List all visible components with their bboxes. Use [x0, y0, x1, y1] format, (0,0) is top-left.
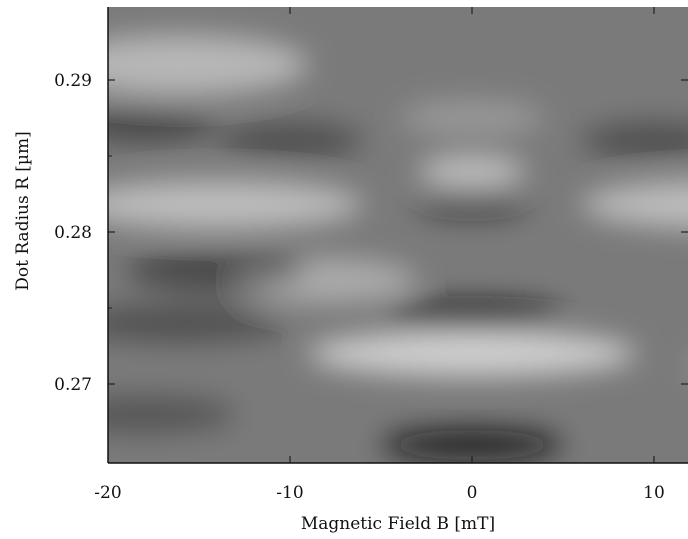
heatmap-dark-region-13: [108, 102, 218, 143]
heatmap-dark-region-15: [581, 122, 688, 160]
heatmap-cells: [108, 34, 688, 460]
y-tick-label-0.29: 0.29: [54, 71, 92, 91]
heatmap-dark-region-25: [108, 304, 290, 342]
heatmap-dark-region-26: [381, 429, 563, 460]
heatmap-dark-region-19: [417, 192, 527, 217]
heatmap-dark-region-28: [108, 396, 236, 433]
heatmap-plot-area: [108, 7, 688, 463]
heatmap-bright-region-4: [417, 156, 527, 187]
heatmap-bright-region-10: [308, 330, 636, 377]
heatmap-bright-region-5: [108, 180, 363, 229]
x-axis-ticks: -20-10010203040: [94, 7, 665, 503]
x-axis-label: Magnetic Field B [mT]: [301, 514, 495, 534]
y-axis-label: Dot Radius R [µm]: [13, 131, 33, 290]
heatmap-dark-region-23: [381, 301, 563, 330]
heatmap-dark-region-14: [217, 122, 363, 160]
x-tick-label--20: -20: [94, 483, 121, 503]
x-tick-label-10: 10: [643, 483, 665, 503]
x-tick-label--10: -10: [276, 483, 303, 503]
heatmap-bright-region-6: [581, 181, 688, 229]
heatmap-bright-region-0: [108, 34, 309, 96]
heatmap-bright-region-3: [399, 99, 545, 137]
heatmap-dark-region-22: [126, 248, 309, 292]
x-tick-label-0: 0: [467, 483, 478, 503]
y-tick-label-0.27: 0.27: [54, 375, 92, 395]
y-tick-label-0.28: 0.28: [54, 223, 92, 243]
y-axis-ticks: 0.27 0.28 0.29: [54, 71, 688, 395]
